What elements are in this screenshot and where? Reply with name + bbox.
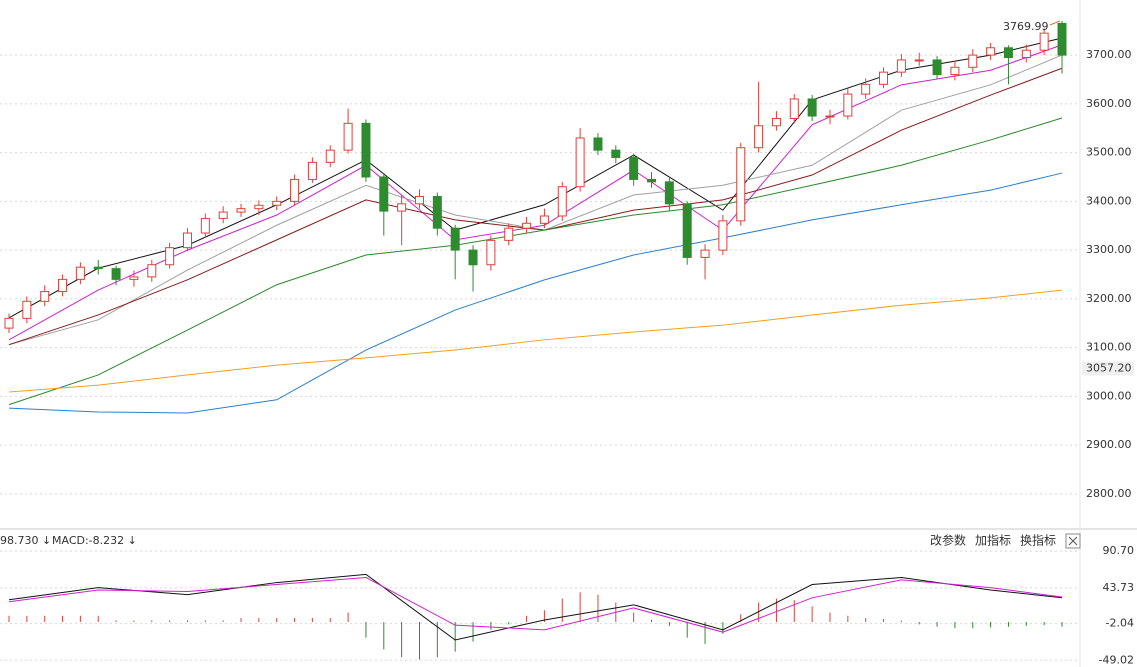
candle-body (664, 181, 674, 205)
candle-body (896, 59, 906, 73)
candle-body (307, 161, 317, 180)
ma-line (8, 117, 1063, 406)
close-icon (1068, 536, 1078, 546)
candle-body (182, 232, 192, 249)
ma-line (8, 54, 1063, 346)
candle-body (432, 195, 442, 229)
candle-body (165, 247, 175, 266)
y-tick-label: -49.02 (1099, 653, 1134, 666)
candle-body (647, 178, 657, 183)
indicator-button[interactable]: 换指标 (1020, 533, 1056, 548)
candle-body (575, 137, 585, 188)
indicator-button[interactable]: 加指标 (975, 533, 1011, 548)
candle-body (325, 149, 335, 163)
candle-body (1003, 47, 1013, 59)
ma-line (8, 289, 1063, 393)
candle-body (468, 249, 478, 266)
y-tick-label: -2.04 (1106, 617, 1134, 630)
candle-body (861, 83, 871, 95)
candle-body (254, 204, 264, 210)
candle-body (736, 147, 746, 222)
candle-body (129, 276, 139, 280)
candle-body (236, 208, 246, 213)
y-tick-label: 3600.00 (1086, 97, 1132, 110)
candle-body (843, 93, 853, 117)
ma-line (8, 44, 1063, 341)
candle-body (486, 239, 496, 266)
last-price-box (1082, 361, 1134, 376)
candle-body (40, 291, 50, 302)
candle-body (75, 266, 85, 280)
candle-body (522, 222, 532, 229)
candle-body (879, 71, 889, 85)
macd-header: 98.730 ↓ (0, 534, 51, 547)
y-tick-label: 3400.00 (1086, 194, 1132, 207)
candle-body (450, 227, 460, 251)
high-pointer (1049, 20, 1061, 26)
candle-body (986, 47, 996, 56)
candle-body (825, 115, 835, 118)
macd-header: MACD:-8.232 ↓ (52, 534, 137, 547)
candle-body (343, 122, 353, 151)
candle-body (932, 59, 942, 76)
y-tick-label: 3500.00 (1086, 146, 1132, 159)
y-tick-label: 2900.00 (1086, 438, 1132, 451)
last-price-label: 3057.20 (1086, 361, 1132, 374)
y-tick-label: 2800.00 (1086, 487, 1132, 500)
candle-body (629, 156, 639, 180)
candle-body (914, 59, 924, 62)
y-tick-label: 3300.00 (1086, 243, 1132, 256)
ma-line (8, 37, 1063, 319)
y-tick-label: 3100.00 (1086, 341, 1132, 354)
candle-body (611, 149, 621, 158)
y-tick-label: 3700.00 (1086, 48, 1132, 61)
candle-body (4, 317, 14, 329)
y-tick-label: 3000.00 (1086, 389, 1132, 402)
candle-body (361, 122, 371, 178)
candle-body (1039, 32, 1049, 51)
candle-body (950, 66, 960, 76)
candle-body (414, 195, 424, 205)
candle-body (718, 220, 728, 251)
candle-body (771, 117, 781, 127)
candle-body (272, 200, 282, 206)
candle-body (58, 278, 68, 293)
y-tick-label: 43.73 (1103, 581, 1135, 594)
candle-body (700, 249, 710, 258)
candle-body (379, 176, 389, 212)
candle-body (111, 268, 121, 280)
high-label: 3769.99 (1003, 20, 1049, 33)
candle-body (682, 203, 692, 258)
ma-line (8, 576, 1063, 633)
candle-body (754, 125, 764, 149)
candle-body (557, 186, 567, 217)
candle-body (93, 266, 103, 270)
candle-body (1057, 22, 1067, 56)
candle-body (968, 54, 978, 68)
candle-body (807, 98, 817, 117)
ma-line (8, 573, 1063, 641)
candle-body (290, 178, 300, 202)
candle-body (200, 217, 210, 234)
candle-body (397, 203, 407, 212)
ma-line (8, 172, 1063, 414)
y-tick-label: 3200.00 (1086, 292, 1132, 305)
candle-body (1021, 49, 1031, 59)
candle-body (593, 137, 603, 151)
candle-body (147, 264, 157, 278)
y-tick-label: 90.70 (1103, 544, 1135, 557)
candle-body (789, 98, 799, 119)
candle-body (218, 211, 228, 219)
indicator-button[interactable]: 改参数 (930, 533, 966, 548)
candle-body (22, 300, 32, 319)
candle-body (539, 215, 549, 224)
candle-body (504, 227, 514, 241)
